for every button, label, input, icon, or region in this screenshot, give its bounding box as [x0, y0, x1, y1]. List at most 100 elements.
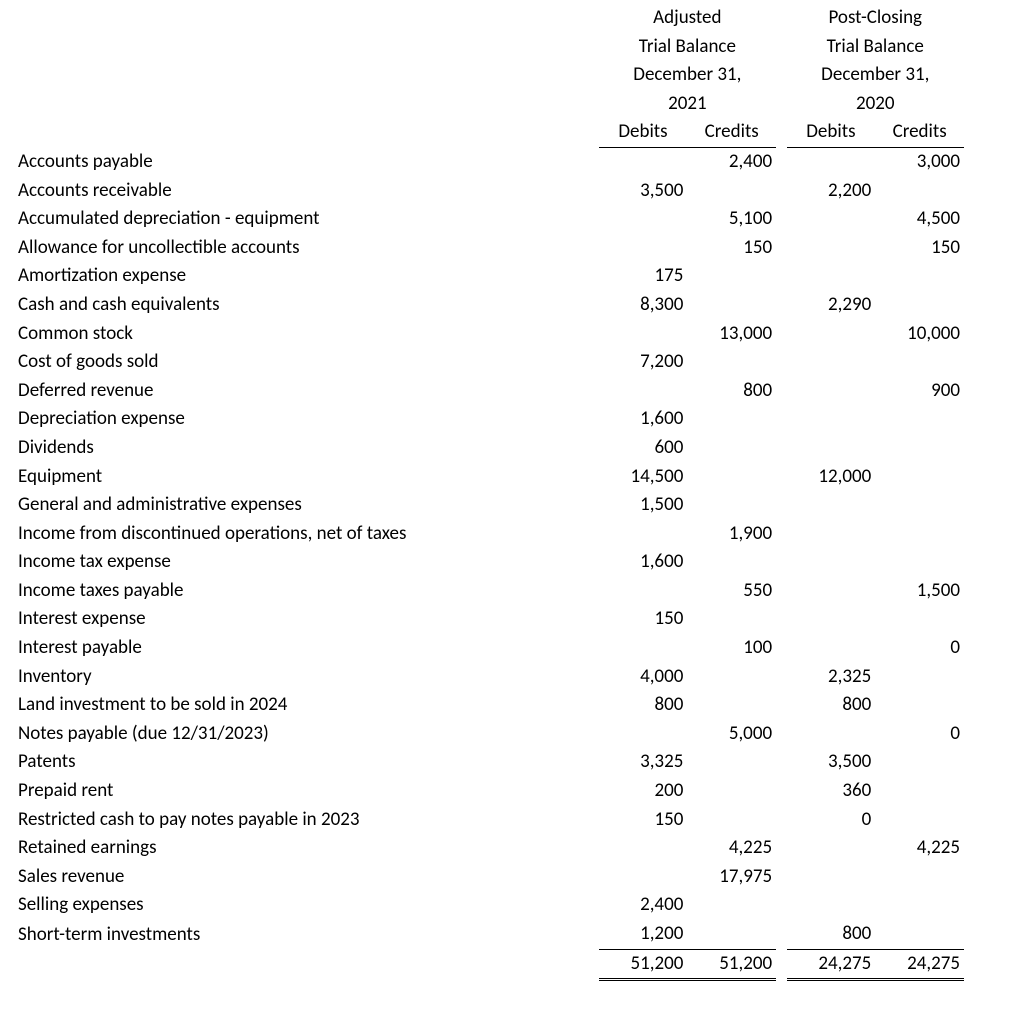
col1-header-line1: Adjusted — [599, 4, 776, 33]
cell-d1: 1,600 — [599, 548, 688, 577]
table-row: Interest payable1000 — [14, 634, 964, 663]
account-name: Dividends — [14, 434, 599, 463]
totals-d1: 51,200 — [599, 949, 688, 980]
cell-c1 — [687, 434, 776, 463]
cell-d2 — [787, 891, 876, 920]
cell-d2: 12,000 — [787, 463, 876, 492]
cell-c1: 2,400 — [687, 147, 776, 176]
cell-d2 — [787, 577, 876, 606]
cell-c1 — [687, 491, 776, 520]
cell-d1: 175 — [599, 262, 688, 291]
cell-d2 — [787, 834, 876, 863]
cell-c2: 10,000 — [875, 320, 964, 349]
account-name: Deferred revenue — [14, 377, 599, 406]
cell-d2 — [787, 205, 876, 234]
cell-c1: 13,000 — [687, 320, 776, 349]
account-name: Short-term investments — [14, 920, 599, 949]
col2-header-line2: Trial Balance — [787, 33, 964, 62]
cell-c2 — [875, 920, 964, 949]
cell-c1 — [687, 548, 776, 577]
cell-c2: 0 — [875, 720, 964, 749]
table-row: Selling expenses2,400 — [14, 891, 964, 920]
cell-c2: 4,225 — [875, 834, 964, 863]
cell-d1 — [599, 147, 688, 176]
account-name: General and administrative expenses — [14, 491, 599, 520]
cell-d2 — [787, 605, 876, 634]
col2-header-line1: Post-Closing — [787, 4, 964, 33]
table-row: Equipment14,500 12,000 — [14, 463, 964, 492]
col2-debits-label: Debits — [787, 118, 876, 147]
account-name: Accumulated depreciation - equipment — [14, 205, 599, 234]
cell-d1 — [599, 234, 688, 263]
account-name: Inventory — [14, 663, 599, 692]
cell-d1: 4,000 — [599, 663, 688, 692]
subheader-row: Debits Credits Debits Credits — [14, 118, 964, 147]
cell-c1: 4,225 — [687, 834, 776, 863]
cell-d1 — [599, 634, 688, 663]
cell-d2 — [787, 348, 876, 377]
cell-d1: 150 — [599, 806, 688, 835]
cell-d1 — [599, 720, 688, 749]
header-row-1: Adjusted Post-Closing — [14, 4, 964, 33]
account-name: Interest payable — [14, 634, 599, 663]
cell-c2 — [875, 806, 964, 835]
table-row: Short-term investments1,200 800 — [14, 920, 964, 949]
table-row: Notes payable (due 12/31/2023)5,0000 — [14, 720, 964, 749]
totals-c1: 51,200 — [687, 949, 776, 980]
table-row: Allowance for uncollectible accounts1501… — [14, 234, 964, 263]
cell-c1 — [687, 405, 776, 434]
col1-credits-label: Credits — [687, 118, 776, 147]
account-name: Patents — [14, 748, 599, 777]
cell-d1: 14,500 — [599, 463, 688, 492]
table-row: Cost of goods sold7,200 — [14, 348, 964, 377]
cell-d2 — [787, 147, 876, 176]
cell-c1 — [687, 891, 776, 920]
col2-header-line4: 2020 — [787, 90, 964, 119]
cell-c1 — [687, 663, 776, 692]
table-row: Cash and cash equivalents8,3002,290 — [14, 291, 964, 320]
cell-c2: 4,500 — [875, 205, 964, 234]
cell-c2 — [875, 548, 964, 577]
cell-d2: 0 — [787, 806, 876, 835]
col2-credits-label: Credits — [875, 118, 964, 147]
table-row: Deferred revenue800900 — [14, 377, 964, 406]
cell-c1: 5,100 — [687, 205, 776, 234]
col1-header-line3: December 31, — [599, 61, 776, 90]
cell-d1: 1,200 — [599, 920, 688, 949]
cell-d2 — [787, 234, 876, 263]
cell-c2 — [875, 463, 964, 492]
table-row: Income from discontinued operations, net… — [14, 520, 964, 549]
cell-d1 — [599, 577, 688, 606]
cell-c1 — [687, 691, 776, 720]
cell-c1 — [687, 262, 776, 291]
account-name: Allowance for uncollectible accounts — [14, 234, 599, 263]
cell-c1: 5,000 — [687, 720, 776, 749]
table-row: Amortization expense175 — [14, 262, 964, 291]
account-name: Income tax expense — [14, 548, 599, 577]
cell-d1: 600 — [599, 434, 688, 463]
cell-d1: 3,500 — [599, 177, 688, 206]
col2-header-line3: December 31, — [787, 61, 964, 90]
cell-c1 — [687, 291, 776, 320]
table-row: Sales revenue17,975 — [14, 863, 964, 892]
cell-d1: 8,300 — [599, 291, 688, 320]
account-name: Depreciation expense — [14, 405, 599, 434]
cell-d1: 1,600 — [599, 405, 688, 434]
cell-d2 — [787, 377, 876, 406]
cell-d2: 800 — [787, 920, 876, 949]
cell-c2: 3,000 — [875, 147, 964, 176]
table-row: Common stock 13,000 10,000 — [14, 320, 964, 349]
table-row: Land investment to be sold in 2024800800 — [14, 691, 964, 720]
cell-d2 — [787, 405, 876, 434]
account-name: Cash and cash equivalents — [14, 291, 599, 320]
cell-d1: 150 — [599, 605, 688, 634]
account-name: Equipment — [14, 463, 599, 492]
account-name: Common stock — [14, 320, 599, 349]
table-row: Income taxes payable5501,500 — [14, 577, 964, 606]
cell-d2 — [787, 491, 876, 520]
cell-c2 — [875, 663, 964, 692]
cell-c1 — [687, 463, 776, 492]
cell-d1 — [599, 863, 688, 892]
table-row: Accounts payable2,4003,000 — [14, 147, 964, 176]
cell-d2 — [787, 548, 876, 577]
